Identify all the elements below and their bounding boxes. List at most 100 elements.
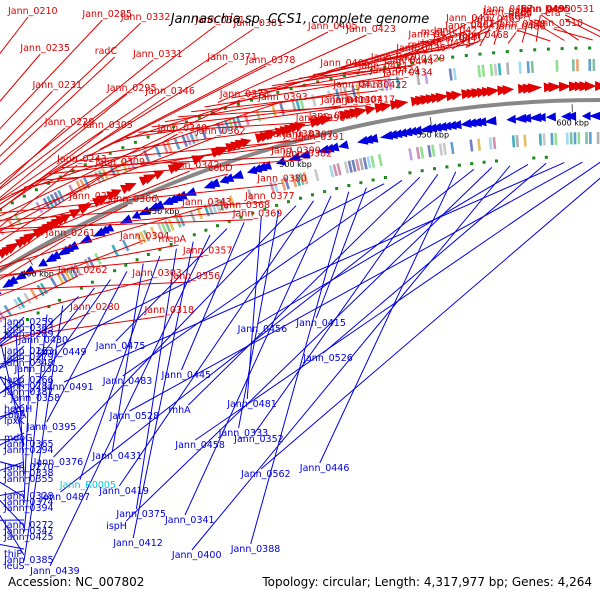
forward-gene-label[interactable]: Jann_0243 xyxy=(56,154,107,165)
reverse-gene-label[interactable]: Jann_0456 xyxy=(237,324,288,335)
forward-gene-label[interactable]: Jann_0433 xyxy=(421,38,472,49)
forward-gene-label[interactable]: Jann_0295 xyxy=(106,83,157,94)
forward-gene-label[interactable]: cobD xyxy=(208,163,232,174)
forward-gene-label[interactable]: Jann_0373 xyxy=(219,89,270,100)
forward-gene-label[interactable]: Jann_0429 xyxy=(394,54,445,65)
forward-gene-label[interactable]: Jann_0437 xyxy=(445,13,496,24)
forward-gene-label[interactable]: Jann_0407 xyxy=(332,95,383,106)
reverse-gene-label[interactable]: Jann_0458 xyxy=(174,440,225,451)
forward-gene-label[interactable]: Jann_0262 xyxy=(57,265,108,276)
forward-gene-label[interactable]: Jann_0420 xyxy=(370,52,421,63)
reverse-gene-label[interactable]: Jann_0272 xyxy=(3,520,54,531)
reverse-gene-label[interactable]: Jann_0270 xyxy=(3,462,54,473)
forward-gene-label[interactable]: Jann_0210 xyxy=(7,6,58,17)
forward-gene-label[interactable]: Jann_0368 xyxy=(220,200,271,211)
forward-gene-label[interactable]: greA xyxy=(508,11,531,22)
forward-gene-label[interactable]: Jann_0285 xyxy=(81,9,132,20)
forward-gene-label[interactable]: Jann_0253 xyxy=(68,191,119,202)
forward-gene-label[interactable]: Jann_0332 xyxy=(120,12,171,23)
reverse-gene-label[interactable]: Jann_0395 xyxy=(26,422,77,433)
forward-gene-label[interactable]: Jann_0393 xyxy=(257,92,308,103)
forward-gene-label[interactable]: Jann_0417 xyxy=(345,95,396,106)
forward-gene-label[interactable]: Jann_0490 xyxy=(520,4,571,15)
reverse-gene-label[interactable]: Jann_0294 xyxy=(3,445,54,456)
reverse-gene-label[interactable]: Jann_0333 xyxy=(218,428,269,439)
forward-gene-label[interactable]: Jann_0397 xyxy=(282,129,333,140)
forward-gene-label[interactable]: Jann_0467 xyxy=(483,4,534,15)
forward-gene-label[interactable]: Jann_0331 xyxy=(132,49,183,60)
reverse-gene-label[interactable]: Jann_0263 xyxy=(3,346,54,357)
forward-gene-label[interactable]: mepA xyxy=(158,234,186,245)
forward-gene-label[interactable]: Jann_0309 xyxy=(94,157,145,168)
reverse-gene-label[interactable]: Jann_0289 xyxy=(3,329,54,340)
forward-gene-label[interactable]: Jann_0356 xyxy=(170,271,221,282)
reverse-gene-label[interactable]: leuS xyxy=(4,561,25,572)
reverse-gene-label[interactable]: Jann_0446 xyxy=(299,463,350,474)
forward-gene-label[interactable]: Jann_0468 xyxy=(458,30,509,41)
forward-gene-label[interactable]: Jann_0406 xyxy=(319,58,370,69)
reverse-gene-label[interactable]: Jann_0400 xyxy=(171,550,222,561)
reverse-gene-label[interactable]: Jann_0412 xyxy=(112,538,163,549)
forward-gene-label[interactable]: Jann_0422 xyxy=(357,80,408,91)
reverse-gene-label[interactable]: mdoG xyxy=(4,433,32,444)
forward-gene-label[interactable]: Jann_0362 xyxy=(195,126,246,137)
reverse-gene-label[interactable]: Jann_0259 xyxy=(3,317,54,328)
reverse-gene-label[interactable]: Jann_0394 xyxy=(3,503,54,514)
forward-gene-label[interactable]: Jann_0531 xyxy=(544,4,595,15)
reverse-gene-label[interactable]: Jann_0365 xyxy=(3,439,54,450)
reverse-gene-label[interactable]: thiP xyxy=(4,549,22,560)
forward-gene-label[interactable]: Jann_0434 xyxy=(382,68,433,79)
forward-gene-label[interactable]: Jann_0346 xyxy=(144,86,195,97)
reverse-gene-label[interactable]: Jann_0388 xyxy=(230,544,281,555)
forward-gene-label[interactable]: Jann_0441 xyxy=(432,33,483,44)
reverse-gene-label[interactable]: Jann_0355 xyxy=(3,474,54,485)
forward-gene-label[interactable]: Jann_0369 xyxy=(232,209,283,220)
reverse-gene-label[interactable]: ispH xyxy=(106,521,127,532)
forward-gene-label[interactable]: Jann_0305 xyxy=(82,120,133,131)
forward-gene-label[interactable]: Jann_0510 xyxy=(533,18,584,29)
forward-gene-label[interactable]: Jann_0229 xyxy=(44,117,95,128)
forward-gene-label[interactable]: Jann_0357 xyxy=(182,245,233,256)
forward-gene-label[interactable]: Jann_0479 xyxy=(496,19,547,30)
reverse-gene-label[interactable]: Jann_0266 xyxy=(3,375,54,386)
forward-gene-label[interactable]: Jann_0261 xyxy=(45,228,96,239)
forward-gene-label[interactable]: Jann_0464 xyxy=(444,21,495,32)
forward-gene-label[interactable]: Jann_0377 xyxy=(244,191,295,202)
reverse-gene-label[interactable]: Jann_0358 xyxy=(10,393,61,404)
forward-gene-label[interactable]: Jann_0424 xyxy=(369,65,420,76)
forward-gene-label[interactable]: Jann_0342 xyxy=(169,160,220,171)
reverse-gene-label[interactable]: Jann_0347 xyxy=(3,526,54,537)
forward-gene-label[interactable]: Jann_0495 xyxy=(519,4,570,15)
reverse-gene-label[interactable]: Jann_0302 xyxy=(14,364,65,375)
forward-gene-label[interactable]: Jann_0396 xyxy=(295,113,346,124)
forward-gene-label[interactable]: Jann_0444 xyxy=(383,56,434,67)
forward-gene-label[interactable]: Jann_0380 xyxy=(256,174,307,185)
forward-gene-label[interactable]: Jann_0361 xyxy=(194,15,245,26)
forward-gene-label[interactable]: Jann_0414 xyxy=(308,110,359,121)
forward-gene-label[interactable]: acpS xyxy=(509,9,532,20)
forward-gene-label[interactable]: era xyxy=(545,8,561,19)
reverse-gene-label[interactable]: Jann_0562 xyxy=(240,469,291,480)
reverse-gene-label[interactable]: Jann_0528 xyxy=(109,411,160,422)
reverse-gene-label[interactable]: Jann_0415 xyxy=(295,318,346,329)
forward-gene-label[interactable]: Jann_0304 xyxy=(119,231,170,242)
forward-gene-label[interactable]: Jann_0231 xyxy=(32,80,83,91)
reverse-gene-label[interactable]: Jann_0419 xyxy=(98,486,149,497)
forward-gene-label[interactable]: Jann_0381 xyxy=(233,18,284,29)
forward-gene-label[interactable]: Jann_0436 xyxy=(395,43,446,54)
forward-gene-label[interactable]: Jann_0390 xyxy=(270,146,321,157)
forward-gene-label[interactable]: Jann_0371 xyxy=(206,52,257,63)
reverse-gene-label[interactable]: Jann_0348 xyxy=(3,358,54,369)
reverse-gene-label[interactable]: lpxK xyxy=(4,416,25,427)
forward-gene-label[interactable]: Jann_0423 xyxy=(345,24,396,35)
reverse-gene-label[interactable]: Jann_0430 xyxy=(18,335,69,346)
forward-gene-label[interactable]: radC xyxy=(95,46,118,57)
reverse-gene-label[interactable]: Jann_0445 xyxy=(161,370,212,381)
reverse-gene-label[interactable]: Jann_R0005 xyxy=(59,480,116,491)
reverse-gene-label[interactable]: Jann_0491 xyxy=(43,382,94,393)
forward-gene-label[interactable]: Jann_0343 xyxy=(181,197,232,208)
forward-gene-label[interactable]: Jann_0418 xyxy=(332,80,383,91)
reverse-gene-label[interactable]: Jann_0352 xyxy=(233,434,284,445)
forward-gene-label[interactable]: Jann_0303 xyxy=(131,268,182,279)
forward-gene-label[interactable]: Jann_0466 xyxy=(495,22,546,33)
